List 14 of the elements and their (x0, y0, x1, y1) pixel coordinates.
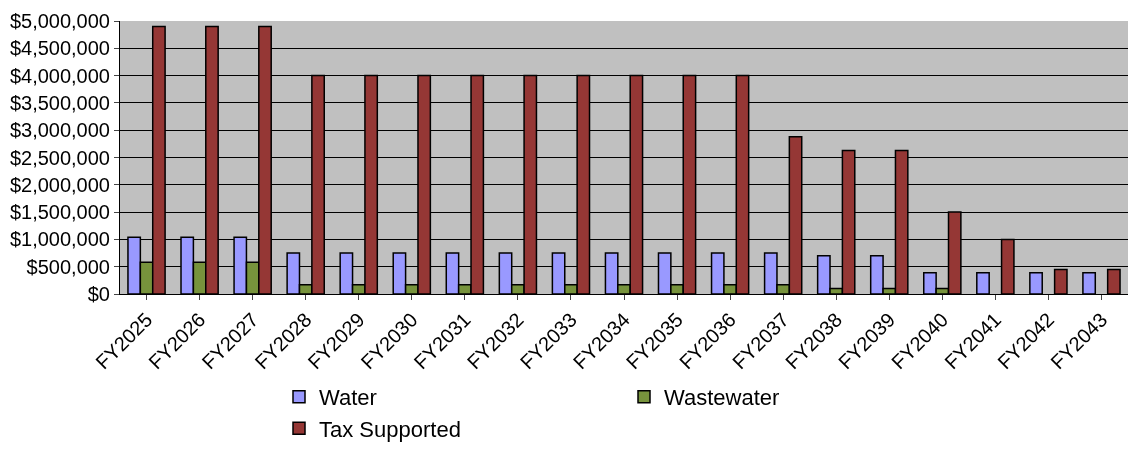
y-tick-label: $1,000,000 (9, 228, 110, 251)
y-tick-label: $3,000,000 (9, 119, 110, 142)
y-tick-label: $4,000,000 (9, 64, 110, 87)
y-tick-label: $0 (87, 283, 110, 305)
y-tick-label: $5,000,000 (9, 10, 110, 32)
y-tick-label: $1,500,000 (9, 201, 110, 224)
legend-label: Tax Supported (319, 416, 461, 442)
y-tick-label: $2,000,000 (9, 173, 110, 196)
y-tick-label: $2,500,000 (9, 146, 110, 169)
y-tick-label: $4,500,000 (9, 37, 110, 60)
legend-label: Water (319, 385, 377, 411)
y-tick-label: $3,500,000 (9, 91, 110, 114)
legend-label: Wastewater (664, 385, 780, 411)
y-tick-label: $500,000 (26, 255, 110, 278)
